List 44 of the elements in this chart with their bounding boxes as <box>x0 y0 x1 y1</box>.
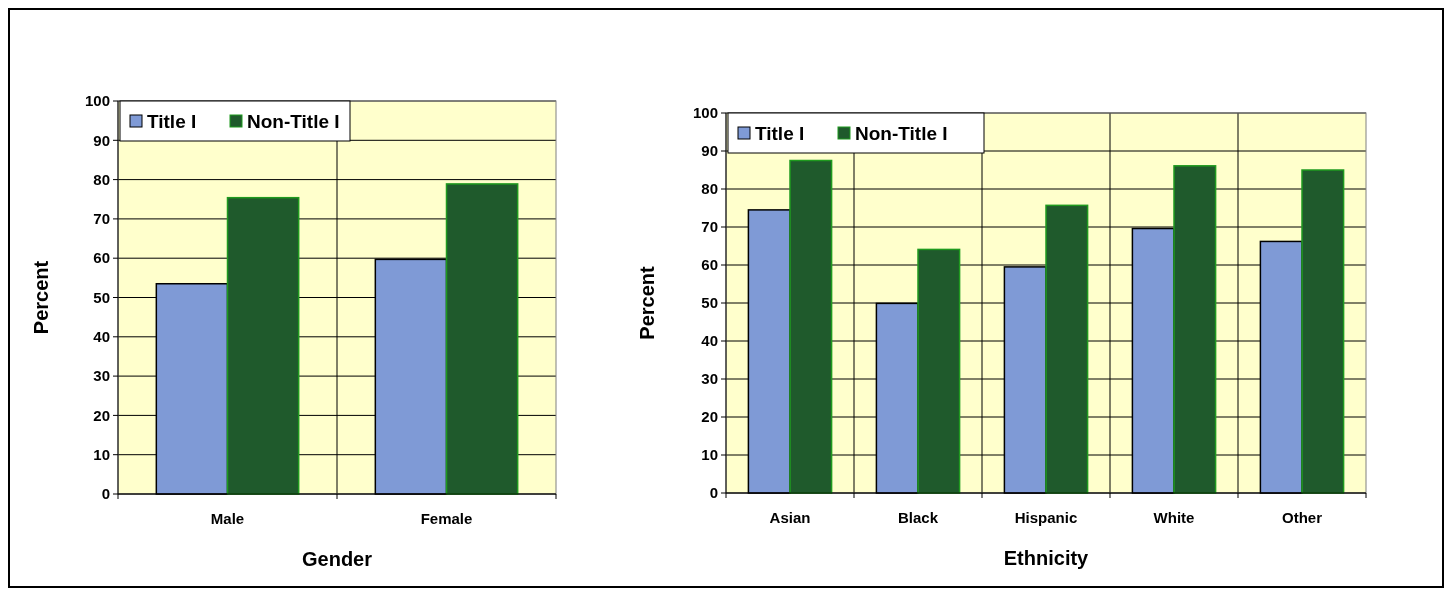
y-tick-label: 60 <box>93 249 110 267</box>
y-tick-label: 100 <box>692 104 718 122</box>
bar <box>445 183 519 495</box>
y-tick-label: 10 <box>701 446 718 464</box>
legend-label: Non-Title I <box>247 110 340 132</box>
x-tick-label: Hispanic <box>1014 509 1078 526</box>
y-tick-label: 20 <box>93 406 110 424</box>
legend-label: Non-Title I <box>855 122 948 144</box>
y-tick-label: 10 <box>93 445 110 463</box>
x-tick-label: Other <box>1281 509 1323 526</box>
bar <box>226 196 300 495</box>
x-tick-label: Black <box>897 509 939 526</box>
x-tick-label: Male <box>210 510 245 527</box>
bar <box>1045 204 1089 494</box>
y-axis-title: Percent <box>30 260 52 335</box>
y-tick-label: 0 <box>709 484 718 502</box>
y-tick-label: 0 <box>101 485 110 503</box>
bar <box>789 159 833 494</box>
bar <box>917 248 961 494</box>
y-tick-label: 80 <box>93 170 110 188</box>
x-tick-label: Asian <box>769 509 811 526</box>
y-tick-label: 40 <box>93 328 110 346</box>
y-tick-label: 90 <box>93 131 110 149</box>
y-tick-label: 50 <box>93 288 110 306</box>
y-tick-label: 100 <box>84 92 110 110</box>
y-tick-label: 30 <box>93 367 110 385</box>
y-tick-label: 40 <box>701 332 718 350</box>
y-tick-label: 60 <box>701 256 718 274</box>
y-tick-label: 30 <box>701 370 718 388</box>
y-tick-label: 70 <box>93 210 110 228</box>
x-axis-title: Gender <box>301 548 373 570</box>
x-axis-title: Ethnicity <box>1003 547 1090 569</box>
legend-label: Title I <box>755 122 805 144</box>
legend-label: Title I <box>147 110 197 132</box>
y-axis-title: Percent <box>636 265 658 340</box>
y-tick-label: 20 <box>701 408 718 426</box>
y-tick-label: 50 <box>701 294 718 312</box>
bar <box>1301 169 1345 494</box>
bar <box>1173 165 1217 494</box>
y-tick-label: 80 <box>701 180 718 198</box>
y-tick-label: 90 <box>701 142 718 160</box>
x-tick-label: White <box>1153 509 1195 526</box>
y-tick-label: 70 <box>701 218 718 236</box>
x-tick-label: Female <box>420 510 473 527</box>
